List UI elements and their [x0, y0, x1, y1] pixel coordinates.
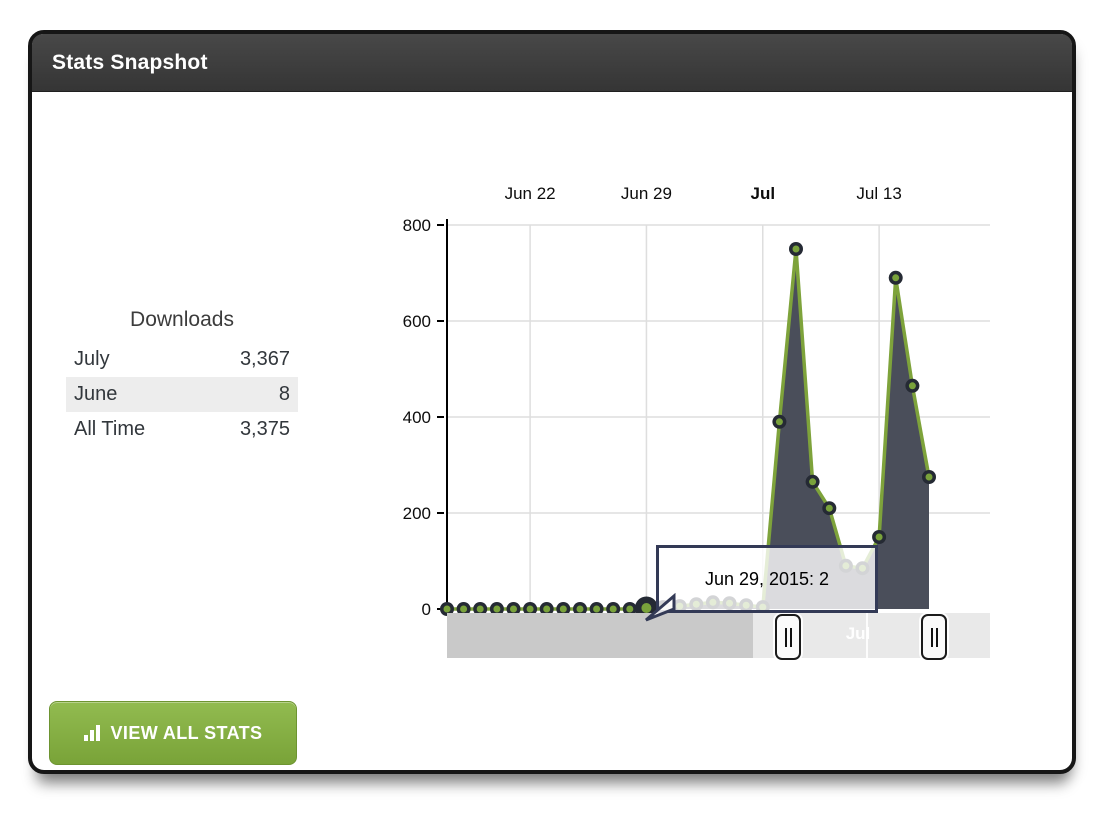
table-row-july: July 3,367	[66, 342, 298, 377]
row-label: All Time	[74, 418, 146, 440]
svg-text:800: 800	[403, 216, 431, 235]
month-divider	[866, 613, 868, 658]
svg-text:600: 600	[403, 312, 431, 331]
grip-handle-icon	[935, 627, 938, 647]
bar-chart-icon	[83, 725, 100, 741]
svg-text:Jun 22: Jun 22	[505, 184, 556, 203]
tooltip-text: Jun 29, 2015: 2	[704, 568, 830, 589]
card-header: Stats Snapshot	[32, 34, 1072, 92]
svg-text:0: 0	[422, 600, 431, 619]
view-all-stats-label: VIEW ALL STATS	[110, 722, 263, 743]
table-row-alltime: All Time 3,375	[66, 412, 298, 447]
card-title: Stats Snapshot	[52, 50, 208, 74]
range-month-label: Jul	[845, 624, 871, 643]
tooltip-tail	[645, 593, 676, 622]
row-value: 8	[278, 383, 290, 405]
chart-tooltip: Jun 29, 2015: 2	[645, 545, 878, 622]
svg-text:Jul 13: Jul 13	[856, 184, 901, 203]
grip-handle-icon	[784, 627, 787, 647]
row-value: 3,375	[239, 418, 290, 440]
row-label: June	[74, 383, 118, 405]
range-handle-right[interactable]	[921, 614, 947, 660]
table-row-june: June 8	[66, 377, 298, 412]
range-handle-left[interactable]	[775, 614, 801, 660]
svg-text:Jul: Jul	[750, 184, 775, 203]
downloads-table-title: Downloads	[130, 308, 234, 331]
chart-range-scrollbar[interactable]: Jul	[447, 613, 990, 658]
grip-handle-icon	[930, 627, 933, 647]
row-label: July	[74, 348, 110, 370]
downloads-table: Downloads July 3,367 June 8 All Time 3,3…	[66, 308, 298, 447]
grip-handle-icon	[789, 627, 792, 647]
svg-text:Jun 29: Jun 29	[621, 184, 672, 203]
svg-text:400: 400	[403, 408, 431, 427]
row-value: 3,367	[239, 348, 290, 370]
svg-text:200: 200	[403, 504, 431, 523]
view-all-stats-button[interactable]: VIEW ALL STATS	[49, 701, 297, 765]
